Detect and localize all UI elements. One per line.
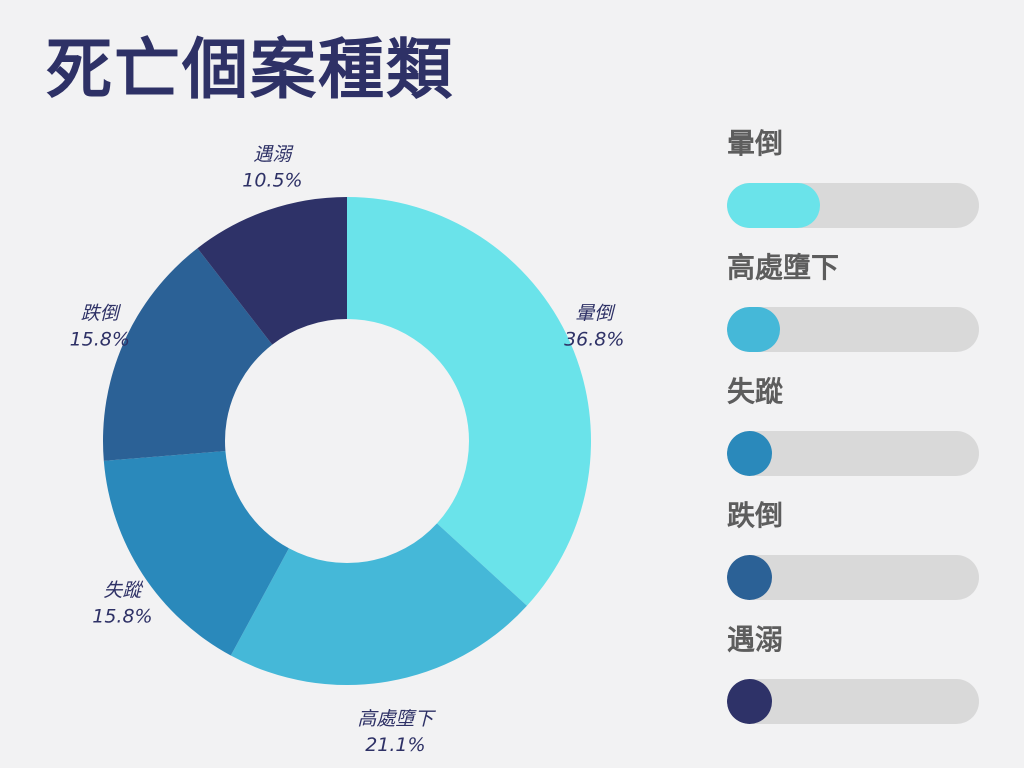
legend-bar-fill [727,555,772,600]
donut-slice-3 [103,248,273,461]
legend-item-2: 失蹤 [727,366,979,490]
legend-label: 失蹤 [727,375,784,408]
slice-value-label: 36.8% [564,328,624,350]
slice-label: 失蹤 [103,580,143,602]
legend-bar-fill [727,183,820,228]
legend-label: 跌倒 [727,499,784,532]
legend-label: 高處墮下 [727,251,840,284]
slice-label: 跌倒 [81,302,122,324]
legend-bar-fill [727,431,772,476]
slice-value-label: 15.8% [70,328,130,350]
legend: 暈倒 高處墮下 失蹤 跌倒 遇溺 [727,118,979,738]
slice-label: 遇溺 [253,144,294,166]
donut-slice-2 [103,450,289,656]
legend-bar-track [727,307,979,352]
legend-label: 暈倒 [727,127,784,160]
slice-label: 高處墮下 [357,708,436,730]
slice-label: 暈倒 [575,302,616,324]
legend-bar-track [727,679,979,724]
legend-bar-track [727,431,979,476]
slice-value-label: 15.8% [92,606,152,628]
legend-item-1: 高處墮下 [727,242,979,366]
legend-item-4: 遇溺 [727,614,979,738]
slice-value-label: 21.1% [365,734,425,756]
legend-bar-track [727,183,979,228]
donut-slice-1 [230,523,527,685]
slice-value-label: 10.5% [242,170,302,192]
donut-chart: 暈倒 36.8% 高處墮下 21.1% 失蹤 15.8% 跌倒 15.8% 遇溺 10.5% [70,144,625,756]
donut-slice-0 [347,197,591,606]
legend-label: 遇溺 [727,623,784,656]
legend-bar-fill [727,307,781,352]
chart-title: 死亡個案種類 [46,31,454,108]
legend-bar-fill [727,679,772,724]
legend-item-0: 暈倒 [727,118,979,242]
legend-bar-track [727,555,979,600]
donut-slice-4 [197,197,347,345]
legend-item-3: 跌倒 [727,490,979,614]
